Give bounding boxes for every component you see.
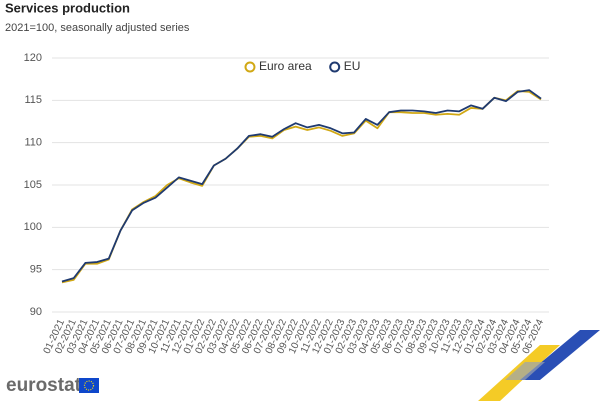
legend-marker (244, 61, 256, 73)
legend-item: Euro area (244, 59, 312, 73)
y-tick-label: 120 (24, 52, 42, 64)
decoration (478, 330, 600, 401)
y-tick-label: 95 (30, 264, 42, 276)
data-line (61, 89, 542, 283)
y-tick-label: 115 (24, 94, 42, 106)
y-tick-label: 100 (24, 221, 42, 233)
chart-title: Services production (5, 0, 130, 15)
legend-marker (329, 61, 341, 73)
flag-stars (83, 380, 95, 391)
logo: eurostat (6, 375, 99, 396)
logo-text: eurostat (6, 375, 82, 396)
eu-flag (79, 378, 99, 393)
data-line (61, 90, 542, 284)
y-tick-label: 110 (24, 137, 42, 149)
legend-label: Euro area (259, 59, 312, 73)
y-tick-label: 105 (24, 179, 42, 191)
legend-label: EU (344, 59, 361, 73)
y-tick-label: 90 (30, 306, 42, 318)
chart-subtitle: 2021=100, seasonally adjusted series (5, 22, 190, 34)
legend-item: EU (329, 59, 361, 73)
